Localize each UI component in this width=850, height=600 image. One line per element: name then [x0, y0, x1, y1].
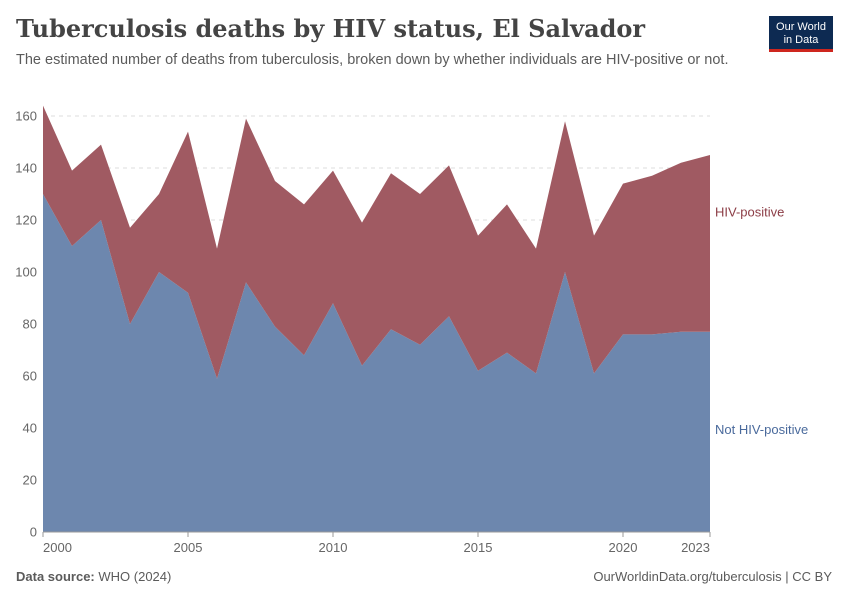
y-tick-label: 140 — [15, 161, 37, 176]
logo-line-1: Our World — [776, 21, 826, 33]
logo-line-2: in Data — [783, 33, 819, 46]
owid-logo[interactable]: Our World in Data — [769, 16, 833, 52]
y-tick-label: 120 — [15, 213, 37, 228]
y-tick-label: 160 — [15, 109, 37, 124]
chart-subtitle: The estimated number of deaths from tube… — [16, 52, 729, 68]
data-source: Data source: WHO (2024) — [16, 569, 171, 584]
y-tick-label: 60 — [23, 369, 37, 384]
area-not-hiv-positive — [43, 194, 710, 532]
x-tick-label: 2023 — [681, 540, 710, 555]
series-label-not-hiv-positive: Not HIV-positive — [715, 422, 808, 437]
x-tick-label: 2015 — [464, 540, 493, 555]
x-tick-label: 2010 — [319, 540, 348, 555]
footer-url[interactable]: OurWorldinData.org/tuberculosis | CC BY — [593, 569, 832, 584]
series-label-hiv-positive: HIV-positive — [715, 205, 784, 220]
x-tick-label: 2020 — [609, 540, 638, 555]
data-source-label: Data source: — [16, 569, 95, 584]
chart-title: Tuberculosis deaths by HIV status, El Sa… — [16, 14, 646, 43]
y-tick-label: 100 — [15, 265, 37, 280]
y-tick-label: 0 — [30, 525, 37, 540]
area-hiv-positive — [43, 105, 710, 379]
x-tick-label: 2000 — [43, 540, 72, 555]
y-tick-label: 40 — [23, 421, 37, 436]
y-tick-label: 20 — [23, 473, 37, 488]
x-tick-label: 2005 — [174, 540, 203, 555]
data-source-value[interactable]: WHO (2024) — [98, 569, 172, 584]
y-tick-label: 80 — [23, 317, 37, 332]
